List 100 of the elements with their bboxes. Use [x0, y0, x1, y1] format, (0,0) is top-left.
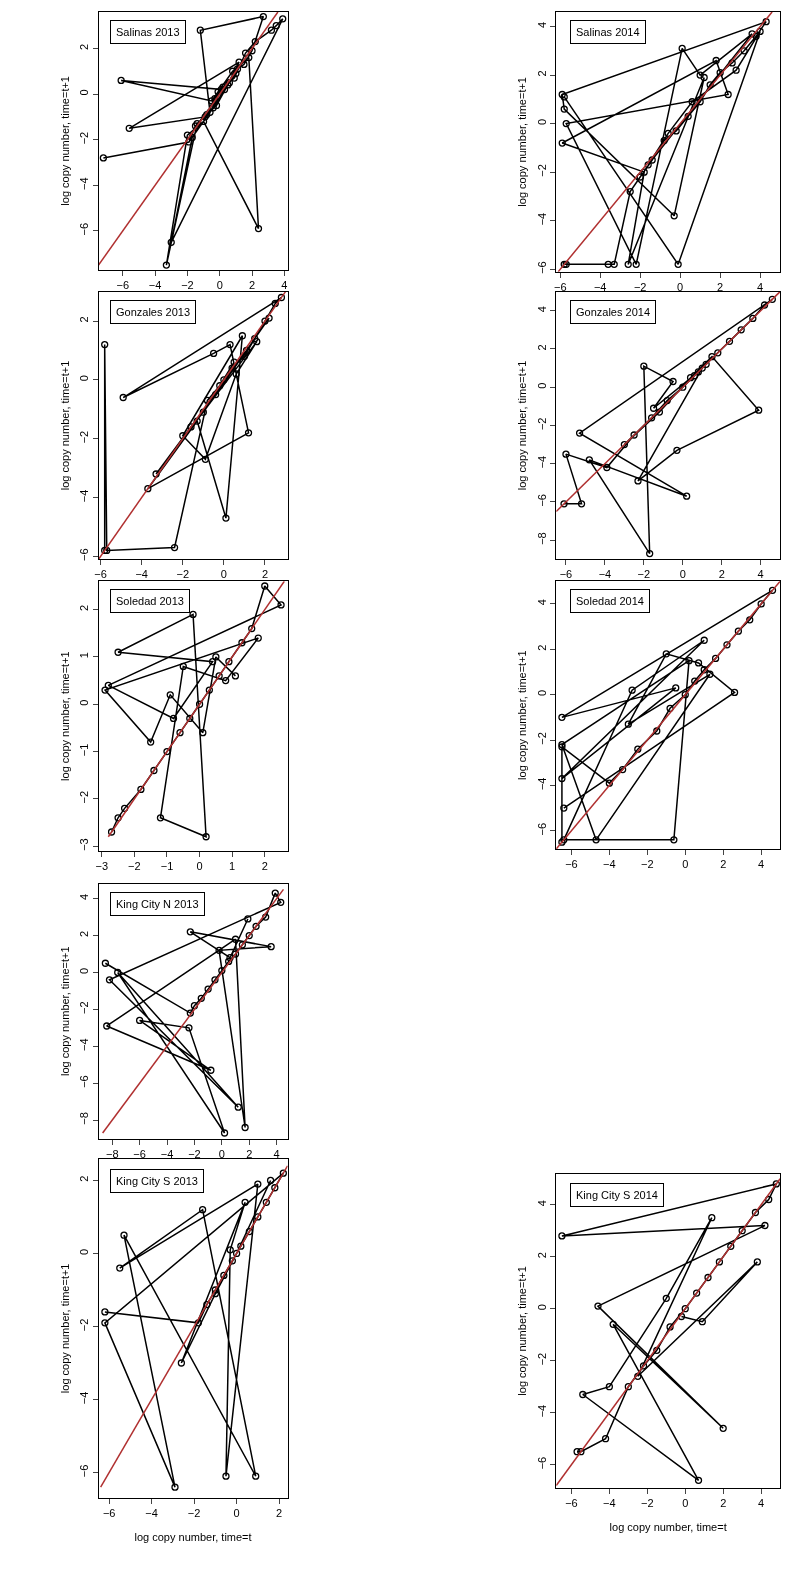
y-tick-label: 0	[78, 699, 91, 706]
point	[176, 729, 184, 737]
point	[152, 470, 160, 478]
x-tick-label: −2	[641, 1497, 654, 1510]
x-tick-label: −4	[598, 568, 612, 581]
point	[208, 658, 217, 666]
y-axis-title: log copy number, time=t+1	[516, 360, 529, 491]
point	[630, 431, 638, 439]
point	[211, 1286, 220, 1294]
point	[634, 745, 642, 753]
y-tick-label: −6	[535, 822, 548, 836]
y-tick-label: 2	[535, 1252, 548, 1259]
y-axis-title: log copy number, time=t+1	[58, 946, 71, 1077]
point	[222, 676, 230, 685]
point	[740, 47, 748, 55]
point	[700, 73, 708, 82]
point	[696, 71, 704, 79]
point	[241, 1123, 249, 1132]
point	[177, 1359, 186, 1367]
point	[150, 766, 158, 775]
point	[679, 383, 687, 391]
point	[725, 337, 734, 345]
point	[558, 90, 566, 99]
x-tick-label: −2	[181, 278, 194, 291]
point	[647, 414, 656, 422]
x-tick-label: 2	[720, 1497, 727, 1510]
point	[99, 154, 108, 162]
point	[195, 700, 204, 708]
text: Soledad 2014	[576, 595, 644, 607]
point	[225, 658, 233, 666]
x-tick-label: 0	[216, 278, 223, 291]
y-axis-title: log copy number, time=t+1	[516, 1266, 529, 1396]
point	[125, 124, 133, 132]
point	[626, 187, 634, 196]
y-tick-label: 0	[78, 1248, 91, 1255]
point	[116, 1264, 124, 1272]
y-tick-label: 0	[535, 1304, 548, 1311]
x-tick-label: −6	[94, 568, 107, 581]
point	[685, 657, 693, 665]
point	[604, 260, 612, 269]
y-tick-label: 2	[78, 316, 91, 323]
point	[560, 105, 568, 113]
y-tick-label: 2	[535, 344, 548, 351]
x-tick-label: 4	[281, 278, 288, 291]
point	[690, 372, 699, 380]
point	[700, 636, 708, 644]
text: King City N 2013	[116, 898, 199, 910]
point	[560, 500, 568, 508]
point	[714, 349, 722, 357]
x-tick-label: −2	[637, 568, 651, 581]
point	[226, 340, 234, 349]
x-tick-label: −4	[593, 280, 607, 293]
point	[119, 393, 127, 402]
point	[562, 119, 570, 128]
point	[241, 49, 250, 57]
y-tick-label: −3	[78, 838, 91, 851]
x-tick-label: 0	[218, 1147, 225, 1160]
point	[252, 1472, 260, 1480]
y-tick-label: −6	[535, 1456, 548, 1470]
point	[706, 81, 714, 89]
point	[254, 224, 263, 233]
point	[670, 212, 678, 220]
point	[277, 601, 285, 609]
point	[585, 456, 593, 464]
point	[624, 1383, 632, 1391]
point	[252, 922, 260, 930]
point	[646, 549, 654, 558]
y-tick-label: 4	[535, 21, 548, 28]
point	[245, 1227, 253, 1236]
point	[558, 139, 566, 147]
y-tick-label: 0	[535, 118, 548, 126]
point	[232, 370, 240, 378]
point	[702, 360, 710, 368]
point	[698, 1318, 706, 1326]
x-tick-label: −3	[95, 860, 109, 873]
point	[169, 714, 178, 723]
point	[694, 368, 702, 376]
point	[211, 1289, 220, 1298]
point	[715, 1258, 724, 1266]
point	[762, 18, 770, 26]
text: Gonzales 2014	[576, 306, 650, 318]
point	[592, 836, 600, 844]
point	[253, 337, 261, 346]
x-tick-label: 4	[273, 1147, 280, 1160]
point	[672, 684, 680, 692]
point	[558, 743, 566, 751]
y-tick-label: −2	[78, 430, 91, 444]
point	[594, 1302, 602, 1310]
x-tick-label: −2	[633, 280, 647, 293]
point	[156, 814, 165, 822]
point	[267, 942, 275, 951]
x-tick-label: 4	[757, 568, 764, 581]
point	[186, 1009, 194, 1017]
x-tick-label: −1	[160, 860, 174, 873]
x-tick-label: 4	[757, 280, 764, 293]
point	[237, 1242, 245, 1250]
point	[215, 672, 223, 680]
y-tick-label: −2	[535, 417, 548, 431]
y-axis-title: log copy number, time=t+1	[58, 360, 71, 491]
point	[101, 1308, 109, 1316]
